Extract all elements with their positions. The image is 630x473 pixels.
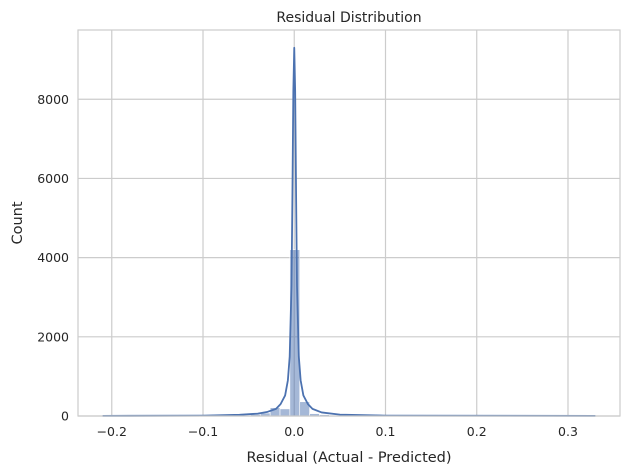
x-tick-label: 0.2 bbox=[467, 424, 487, 439]
chart-title: Residual Distribution bbox=[276, 10, 421, 26]
x-tick-label: 0.3 bbox=[558, 424, 578, 439]
x-tick-label: −0.1 bbox=[188, 424, 218, 439]
x-tick-label: 0.1 bbox=[376, 424, 396, 439]
x-tick-label: 0.0 bbox=[284, 424, 304, 439]
y-tick-label: 0 bbox=[61, 409, 69, 424]
y-tick-label: 6000 bbox=[37, 171, 69, 186]
y-tick-labels: 0 2000 4000 6000 8000 bbox=[37, 92, 69, 424]
y-tick-label: 4000 bbox=[37, 250, 69, 265]
x-tick-labels: −0.2 −0.1 0.0 0.1 0.2 0.3 bbox=[97, 424, 578, 439]
y-tick-label: 2000 bbox=[37, 329, 69, 344]
x-tick-label: −0.2 bbox=[97, 424, 127, 439]
y-tick-label: 8000 bbox=[37, 92, 69, 107]
kde-curve bbox=[102, 46, 596, 417]
plot-background bbox=[78, 30, 620, 416]
histogram-bar bbox=[279, 408, 291, 417]
x-axis-title: Residual (Actual - Predicted) bbox=[246, 450, 451, 466]
y-axis-title: Count bbox=[10, 201, 26, 244]
plot-frame bbox=[77, 29, 621, 417]
kde-line bbox=[102, 46, 596, 417]
